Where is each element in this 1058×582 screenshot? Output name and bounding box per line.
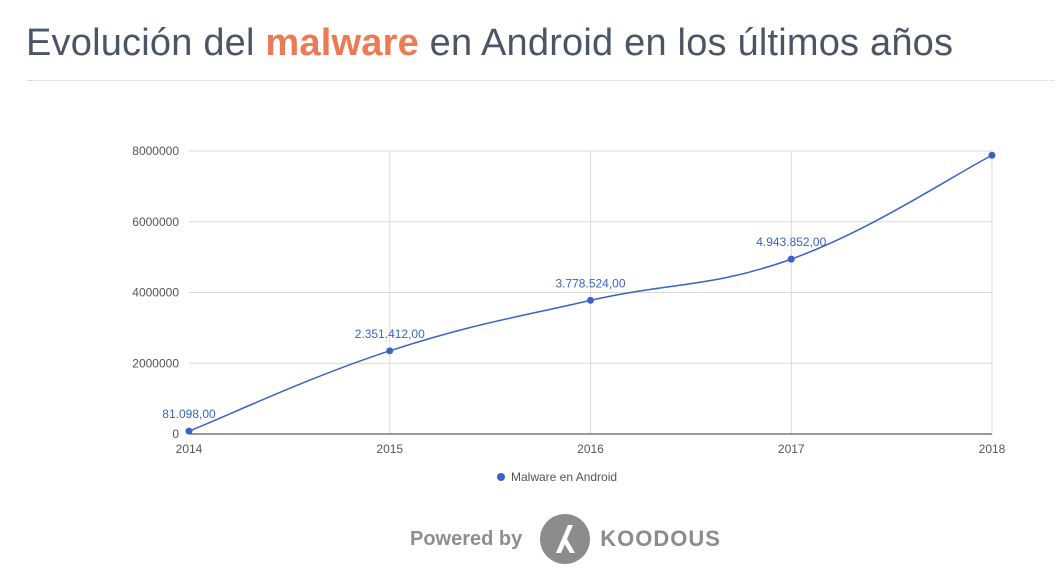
- x-tick-label: 2014: [176, 442, 203, 456]
- chart-series: [185, 151, 996, 435]
- data-point: [386, 347, 394, 355]
- x-tick-label: 2015: [376, 442, 403, 456]
- page-title: Evolución del malware en Android en los …: [26, 22, 953, 65]
- data-point: [587, 296, 594, 304]
- malware-line-chart: 0 2000000 4000000 6000000 8000000 2014 2015 201…: [132, 144, 1005, 484]
- data-label: 4.943.852,00: [756, 235, 826, 249]
- x-tick-label: 2018: [979, 442, 1006, 456]
- data-label: 81.098,00: [162, 407, 216, 421]
- chart-data-labels: 81.098,00 2.351.412,00 3.778.524,00 4.943.8…: [162, 235, 826, 421]
- title-end: en Android en los últimos años: [418, 22, 954, 64]
- koodous-logo-icon: [540, 514, 591, 564]
- data-label: 2.351.412,00: [355, 327, 425, 341]
- title-highlight: malware: [265, 22, 419, 64]
- legend-marker: [497, 473, 505, 481]
- y-tick-label: 4000000: [132, 286, 179, 300]
- x-tick-label: 2017: [778, 442, 805, 456]
- y-tick-label: 8000000: [132, 144, 179, 158]
- title-divider: [28, 80, 1054, 81]
- chart-axes: 0 2000000 4000000 6000000 8000000 2014 2015 201…: [132, 144, 1005, 456]
- powered-by-text: Powered by: [410, 527, 523, 550]
- data-point: [988, 151, 996, 159]
- data-point: [787, 255, 795, 263]
- y-tick-label: 6000000: [132, 215, 179, 229]
- y-tick-label: 2000000: [132, 356, 179, 370]
- y-tick-label: 0: [172, 427, 179, 441]
- brand-name: KOODOUS: [600, 526, 721, 551]
- data-point: [185, 427, 193, 435]
- title-start: Evolución del: [26, 22, 266, 64]
- chart-legend: Malware en Android: [497, 470, 617, 484]
- footer-branding: Powered by KOODOUS: [410, 514, 721, 564]
- x-tick-label: 2016: [577, 442, 604, 456]
- chart-grid: [189, 150, 993, 434]
- data-label: 3.778.524,00: [555, 276, 625, 290]
- legend-label: Malware en Android: [511, 470, 617, 484]
